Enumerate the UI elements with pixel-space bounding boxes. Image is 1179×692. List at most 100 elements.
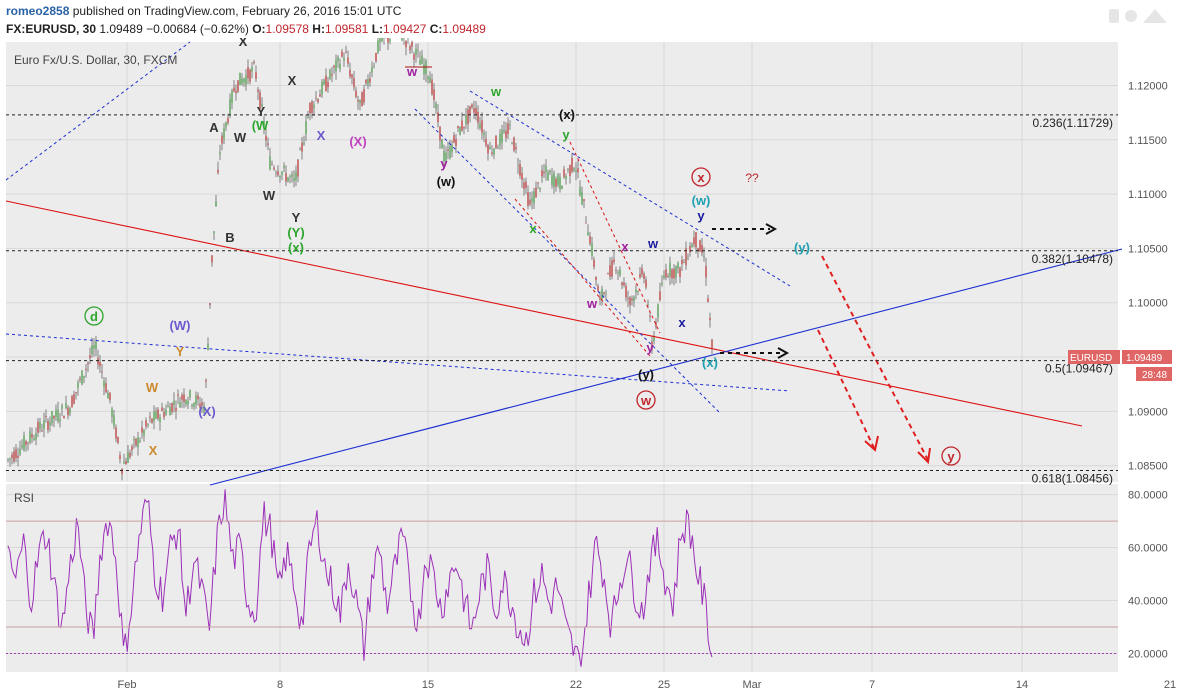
price-change: −0.00684 (−0.62%) — [146, 22, 249, 36]
candle-body — [263, 121, 265, 128]
candle-body — [249, 69, 251, 82]
price-axis[interactable]: 1.120001.115001.110001.105001.100001.095… — [1128, 80, 1168, 472]
candle-body — [229, 98, 231, 116]
candle-body — [619, 269, 621, 276]
red-arrow-long[interactable] — [821, 255, 929, 461]
fib-levels: 0.236(1.11729) 0.382(1.10478) 0.5(1.09467)… — [6, 114, 1118, 485]
candle-body — [513, 137, 515, 151]
candle-body — [577, 168, 579, 173]
candle-body — [201, 402, 203, 406]
candle-body — [317, 99, 319, 103]
wave-label: (y) — [638, 367, 654, 382]
candle-body — [411, 41, 413, 47]
x-tick-label: Feb — [118, 679, 137, 691]
rsi-axis[interactable]: 80.0000 60.0000 40.0000 20.0000 — [1128, 490, 1168, 661]
candle-body — [679, 267, 681, 277]
candle-body — [661, 282, 663, 285]
candle-body — [325, 75, 327, 92]
candle-body — [617, 271, 619, 273]
candle-body — [671, 269, 673, 279]
y-tick-label: 1.12000 — [1128, 80, 1168, 92]
candle-body — [445, 152, 447, 162]
rsi-pane-title: RSI — [14, 491, 34, 505]
candle-body — [307, 116, 309, 118]
wave-label: (w) — [692, 193, 711, 208]
candle-body — [255, 72, 257, 79]
candle-body — [527, 192, 529, 206]
candle-body — [711, 339, 713, 348]
candle-body — [401, 38, 403, 41]
candle-body — [95, 341, 97, 350]
red-arrow-short[interactable] — [817, 329, 875, 449]
candle-body — [291, 174, 293, 177]
candle-body — [349, 69, 351, 77]
candle-body — [413, 54, 415, 60]
blue-dotted-channel-low[interactable] — [5, 333, 791, 392]
candle-body — [115, 427, 117, 439]
candle-body — [293, 177, 295, 182]
wave-label: w — [490, 84, 502, 99]
blue-trendline[interactable] — [209, 248, 1123, 486]
rsi-pane[interactable] — [6, 484, 1118, 672]
wave-label: ?? — [745, 171, 759, 185]
channel-upper[interactable] — [469, 90, 791, 287]
candle-body — [19, 449, 21, 455]
candle-body — [181, 395, 183, 400]
candle-body — [353, 78, 355, 88]
candle-body — [433, 89, 435, 101]
candle-body — [347, 57, 349, 64]
rsi-levels — [6, 520, 1118, 654]
candle-body — [677, 262, 679, 269]
candle-body — [609, 265, 611, 277]
red-trendline[interactable] — [5, 200, 1083, 427]
chart-area[interactable]: 0.236(1.11729) 0.382(1.10478) 0.5(1.09467)… — [0, 38, 1179, 692]
candle-body — [647, 304, 649, 306]
candle-body — [593, 259, 595, 267]
candle-body — [569, 165, 571, 176]
arrow-head-icon — [777, 347, 790, 359]
candle-body — [161, 407, 163, 411]
time-axis[interactable]: Feb 8 15 22 25 Mar 7 14 21 — [118, 679, 1177, 691]
wave-circle-icon — [84, 306, 104, 326]
candle-body — [545, 165, 547, 173]
candle-body — [35, 433, 37, 440]
candle-body — [273, 167, 275, 170]
y-tick-label: 1.11500 — [1128, 135, 1167, 147]
candle-body — [665, 269, 667, 278]
candle-body — [247, 67, 249, 79]
wave-label: y — [697, 208, 705, 223]
candle-body — [67, 407, 69, 416]
candle-body — [185, 400, 187, 405]
candle-body — [227, 117, 229, 123]
candle-body — [699, 240, 701, 252]
candle-body — [215, 201, 217, 207]
candle-body — [141, 427, 143, 433]
candle-body — [17, 455, 19, 458]
red-dotted-2[interactable] — [569, 141, 661, 334]
red-dotted-1[interactable] — [514, 198, 651, 357]
x-tick-label: 22 — [570, 679, 582, 691]
candle-body — [659, 291, 661, 301]
candle-body — [277, 171, 279, 176]
candle-body — [225, 122, 227, 128]
open-value: 1.09578 — [265, 22, 309, 36]
candle-body — [63, 416, 65, 419]
blue-dotted-rising[interactable] — [5, 41, 191, 181]
candle-body — [259, 92, 261, 109]
candle-body — [441, 139, 443, 149]
candle-body — [179, 402, 181, 408]
candle-body — [517, 164, 519, 166]
candle-body — [697, 248, 699, 252]
candle-body — [613, 259, 615, 263]
candle-body — [675, 266, 677, 278]
candle-body — [531, 198, 533, 202]
candle-body — [549, 170, 551, 173]
author-name[interactable]: romeo2858 — [6, 4, 70, 18]
candle-body — [525, 181, 527, 188]
candle-body — [341, 51, 343, 57]
candle-body — [523, 182, 525, 190]
candle-body — [633, 296, 635, 302]
candle-body — [329, 69, 331, 79]
wave-label: y — [562, 127, 570, 142]
candle-body — [301, 142, 303, 152]
